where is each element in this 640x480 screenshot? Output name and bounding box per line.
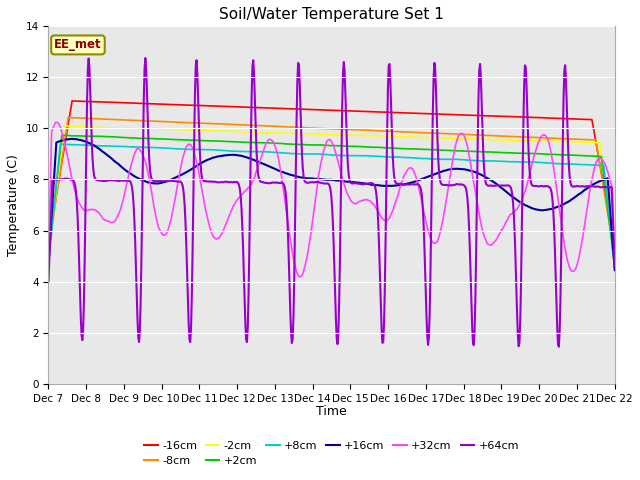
+16cm	[114, 161, 122, 167]
Line: -8cm: -8cm	[49, 118, 615, 257]
-16cm	[202, 103, 209, 108]
+16cm	[68, 136, 76, 142]
+32cm	[611, 262, 619, 267]
-2cm	[114, 125, 122, 131]
-2cm	[401, 134, 409, 140]
+2cm	[55, 161, 63, 167]
+8cm	[56, 141, 64, 147]
+2cm	[172, 137, 179, 143]
-16cm	[68, 98, 76, 104]
-8cm	[55, 179, 63, 184]
+32cm	[172, 195, 179, 201]
-2cm	[202, 128, 209, 133]
+64cm	[418, 192, 426, 198]
-16cm	[401, 110, 409, 116]
Text: EE_met: EE_met	[54, 38, 102, 51]
-16cm	[172, 102, 179, 108]
+2cm	[45, 253, 52, 259]
+8cm	[401, 155, 409, 160]
-16cm	[45, 240, 52, 245]
+16cm	[418, 176, 426, 182]
-2cm	[55, 168, 63, 174]
+2cm	[611, 264, 619, 270]
+16cm	[45, 261, 52, 267]
+16cm	[202, 158, 209, 164]
+64cm	[45, 279, 52, 285]
+2cm	[114, 134, 122, 140]
+16cm	[611, 267, 619, 273]
-8cm	[401, 129, 409, 135]
+32cm	[402, 169, 410, 175]
-16cm	[114, 100, 122, 106]
+32cm	[45, 259, 52, 264]
-16cm	[418, 110, 426, 116]
+8cm	[45, 261, 52, 267]
+8cm	[55, 157, 63, 163]
+8cm	[114, 144, 122, 149]
-2cm	[611, 254, 619, 260]
-8cm	[172, 119, 179, 125]
Y-axis label: Temperature (C): Temperature (C)	[7, 154, 20, 256]
-2cm	[45, 252, 52, 258]
+16cm	[401, 181, 409, 187]
+64cm	[611, 263, 619, 269]
Line: +8cm: +8cm	[49, 144, 615, 267]
+2cm	[401, 146, 409, 152]
+64cm	[141, 55, 149, 61]
+64cm	[172, 179, 179, 184]
+16cm	[55, 139, 63, 144]
Line: -2cm: -2cm	[49, 126, 615, 257]
+32cm	[56, 122, 63, 128]
-8cm	[202, 120, 209, 126]
+16cm	[172, 175, 179, 180]
-8cm	[114, 117, 122, 122]
+2cm	[202, 138, 209, 144]
+64cm	[55, 177, 63, 182]
-2cm	[60, 123, 68, 129]
Line: +64cm: +64cm	[49, 58, 615, 347]
-16cm	[55, 178, 63, 184]
Line: -16cm: -16cm	[49, 101, 615, 248]
Line: +16cm: +16cm	[49, 139, 615, 270]
+8cm	[418, 156, 426, 161]
+32cm	[52, 120, 60, 125]
+2cm	[58, 132, 66, 138]
+64cm	[202, 178, 209, 184]
-8cm	[418, 130, 426, 135]
+8cm	[611, 264, 619, 270]
Line: +32cm: +32cm	[49, 122, 615, 277]
+32cm	[419, 203, 426, 208]
+64cm	[401, 181, 409, 187]
-8cm	[65, 115, 72, 120]
+32cm	[202, 205, 209, 211]
+8cm	[202, 147, 209, 153]
Title: Soil/Water Temperature Set 1: Soil/Water Temperature Set 1	[219, 7, 444, 22]
+8cm	[172, 146, 179, 152]
-2cm	[418, 134, 426, 140]
-8cm	[45, 248, 52, 253]
-2cm	[172, 127, 179, 132]
+32cm	[114, 213, 122, 219]
+32cm	[296, 274, 303, 280]
Line: +2cm: +2cm	[49, 135, 615, 267]
+64cm	[555, 344, 563, 349]
Legend: -16cm, -8cm, -2cm, +2cm, +8cm, +16cm, +32cm, +64cm: -16cm, -8cm, -2cm, +2cm, +8cm, +16cm, +3…	[140, 436, 524, 470]
X-axis label: Time: Time	[316, 405, 347, 418]
+64cm	[113, 178, 121, 183]
+2cm	[418, 146, 426, 152]
-8cm	[611, 254, 619, 260]
-16cm	[611, 245, 619, 251]
